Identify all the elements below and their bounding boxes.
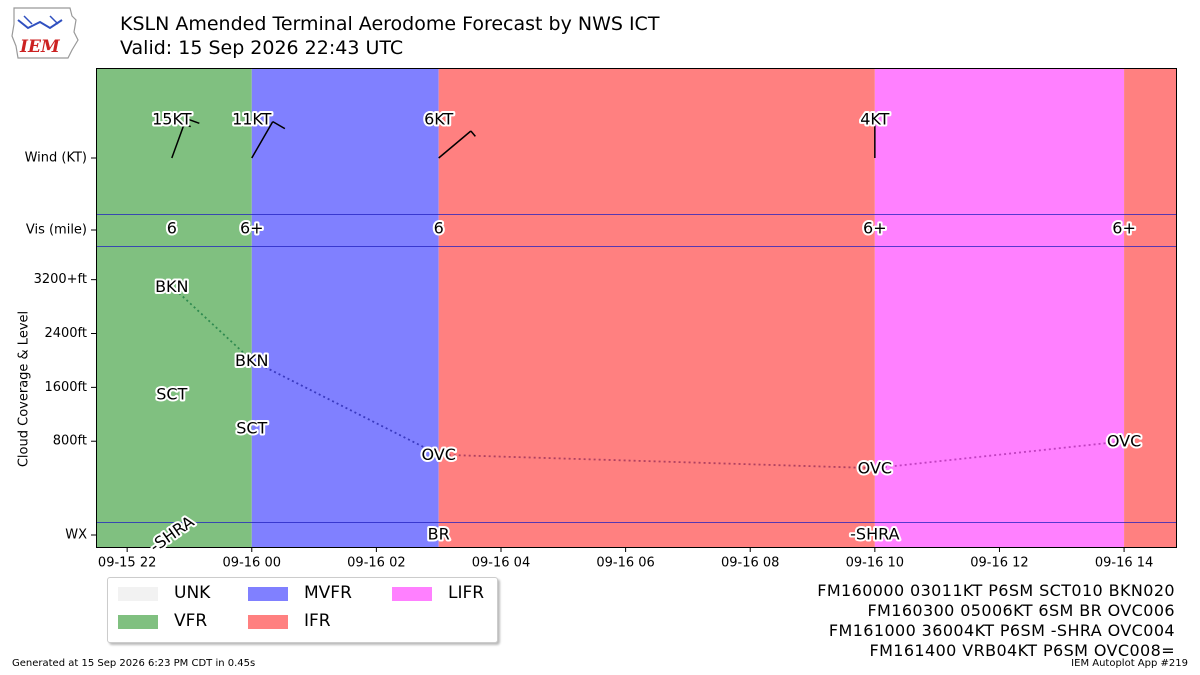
legend-label: LIFR <box>448 583 485 603</box>
legend-swatch <box>118 587 158 601</box>
weather-label: -SHRA <box>850 525 899 544</box>
x-tick-label: 09-16 02 <box>347 556 405 571</box>
y-label-vis: Vis (mile) <box>26 223 87 238</box>
wind-speed-label: 6KT <box>424 110 453 129</box>
x-tick-label: 09-16 04 <box>472 556 530 571</box>
weather-label: BR <box>428 525 450 544</box>
legend-swatch <box>392 587 432 601</box>
visibility-label: 6+ <box>863 219 887 238</box>
y-label-wind: Wind (KT) <box>25 151 87 166</box>
plot-frame <box>96 68 1177 548</box>
category-band-lifr <box>874 68 1125 547</box>
chart-title: KSLN Amended Terminal Aerodome Forecast … <box>120 13 660 35</box>
x-tick-label: 09-16 14 <box>1095 556 1153 571</box>
legend-swatch <box>248 615 288 629</box>
wind-barb-tick <box>185 117 200 125</box>
legend-label: MVFR <box>304 583 352 603</box>
x-tick-label: 09-16 08 <box>721 556 779 571</box>
visibility-label: 6 <box>167 219 177 238</box>
taf-line: FM160000 03011KT P6SM SCT010 BKN020 <box>817 581 1175 600</box>
wind-barb-tick <box>470 130 476 137</box>
visibility-label: 6+ <box>1112 219 1136 238</box>
legend-label: UNK <box>174 583 211 603</box>
y-tick-label: 3200+ft <box>34 272 87 287</box>
wind-barb-tick <box>183 123 191 128</box>
cloud-layer-label: SCT <box>156 385 187 404</box>
legend-label: VFR <box>174 611 208 631</box>
legend-swatch <box>118 615 158 629</box>
category-band-ifr <box>1124 68 1176 547</box>
category-band-ifr <box>438 68 875 547</box>
y-tick-label: 1600ft <box>44 380 87 395</box>
wind-barb <box>251 121 274 159</box>
iem-logo: IEM <box>11 7 79 59</box>
taf-line: FM161400 VRB04KT P6SM OVC008= <box>869 641 1175 660</box>
category-band-mvfr <box>251 68 439 547</box>
cloud-trend-lines <box>171 285 1125 470</box>
legend-label: IFR <box>304 611 331 631</box>
x-tick-label: 09-16 00 <box>223 556 281 571</box>
generated-note: Generated at 15 Sep 2026 6:23 PM CDT in … <box>12 658 256 669</box>
taf-line: FM160300 05006KT 6SM BR OVC006 <box>867 601 1175 620</box>
category-band-vfr <box>96 68 252 547</box>
x-tick-label: 09-16 10 <box>846 556 904 571</box>
cloud-trend-segment <box>171 285 253 362</box>
category-bands <box>96 68 1176 547</box>
cloud-layer-label: SCT <box>236 418 267 437</box>
app-note: IEM Autoplot App #219 <box>1071 658 1188 669</box>
wind-speed-label: 11KT <box>232 110 272 129</box>
y-tick-label: 2400ft <box>44 326 87 341</box>
cloud-layer-label: BKN <box>155 277 188 296</box>
y-axis-label: Cloud Coverage & Level <box>17 311 32 467</box>
row-separators <box>96 214 1176 523</box>
taf-line: FM161000 36004KT P6SM -SHRA OVC004 <box>828 621 1175 640</box>
legend: UNK VFR MVFR IFR LIFR <box>107 577 498 643</box>
x-tick-label: 09-16 12 <box>970 556 1028 571</box>
wind-barb <box>171 118 187 159</box>
wind-speed-label: 15KT <box>152 110 192 129</box>
chart-subtitle: Valid: 15 Sep 2026 22:43 UTC <box>120 37 404 59</box>
x-axis: 09-15 22 09-16 00 09-16 02 09-16 04 09-16 06… <box>98 547 1153 571</box>
wind-barb-tick <box>272 120 286 130</box>
y-tick-label: 800ft <box>53 434 87 449</box>
cloud-layer-label: OVC <box>858 459 892 478</box>
wind-barb <box>438 130 472 159</box>
y-label-wx: WX <box>65 528 87 543</box>
visibility-label: 6 <box>434 219 444 238</box>
cloud-layer-label: OVC <box>421 445 455 464</box>
legend-swatch <box>248 587 288 601</box>
cloud-trend-segment <box>874 440 1125 470</box>
x-tick-label: 09-15 22 <box>98 556 156 571</box>
x-tick-label: 09-16 06 <box>596 556 654 571</box>
visibility-label: 6+ <box>240 219 264 238</box>
y-axis: Wind (KT) Vis (mile) 3200+ft 2400ft 1600ft 80… <box>17 151 96 543</box>
cloud-layer-label: BKN <box>235 351 268 370</box>
logo-text: IEM <box>19 37 61 57</box>
wind-speed-label: 4KT <box>860 110 889 129</box>
cloud-layer-label: OVC <box>1107 432 1141 451</box>
